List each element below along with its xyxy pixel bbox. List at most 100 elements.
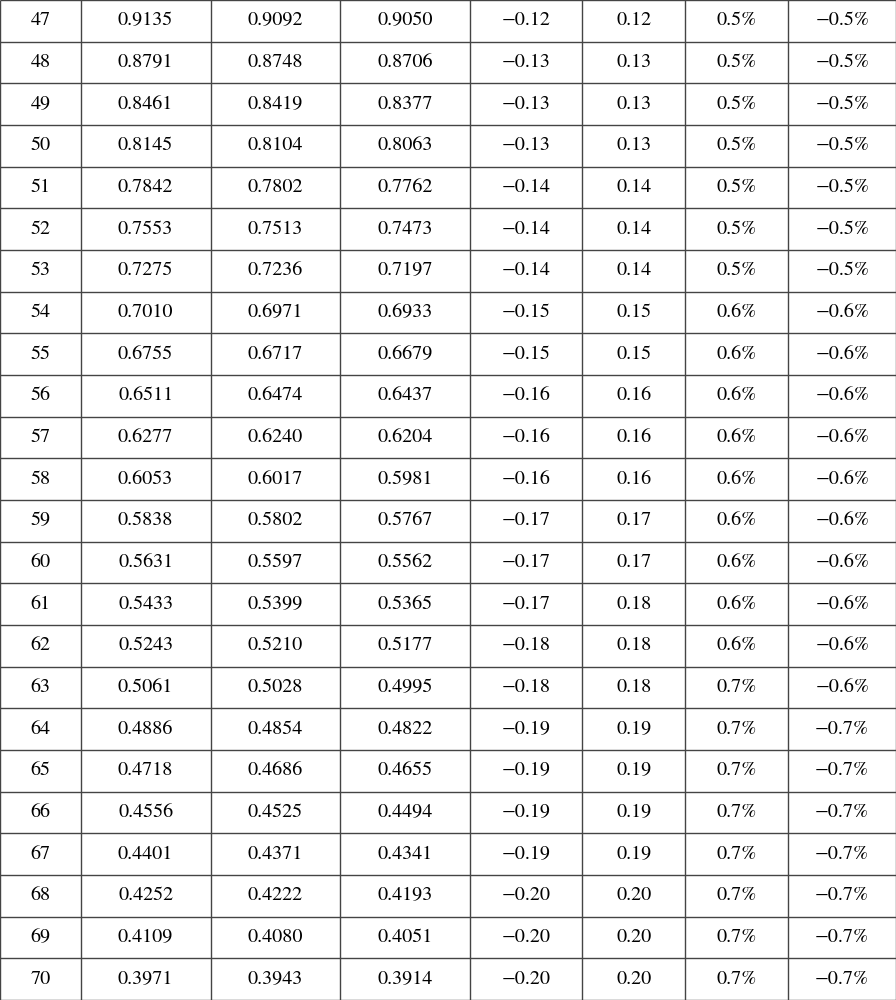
Text: 0.7%: 0.7% [717,929,757,946]
Text: 0.18: 0.18 [616,596,651,613]
Text: 0.5802: 0.5802 [248,512,303,529]
Text: 0.20: 0.20 [616,971,651,988]
Text: 0.5%: 0.5% [717,96,757,113]
Text: −0.17: −0.17 [502,512,551,529]
Text: −0.5%: −0.5% [815,96,869,113]
Text: 0.7%: 0.7% [717,971,757,988]
Text: −0.13: −0.13 [502,54,551,71]
Text: 0.5028: 0.5028 [248,679,303,696]
Text: 0.5%: 0.5% [717,12,757,29]
Text: −0.5%: −0.5% [815,262,869,279]
Text: 0.5365: 0.5365 [378,596,433,613]
Text: 0.13: 0.13 [616,54,651,71]
Text: −0.20: −0.20 [502,887,551,904]
Text: 63: 63 [30,679,50,696]
Text: 62: 62 [30,637,50,654]
Text: 0.7%: 0.7% [717,721,757,738]
Text: 0.4222: 0.4222 [248,887,303,904]
Text: 0.8419: 0.8419 [248,96,303,113]
Text: 0.3943: 0.3943 [248,971,303,988]
Text: −0.13: −0.13 [502,137,551,154]
Text: 0.7%: 0.7% [717,804,757,821]
Text: 0.7010: 0.7010 [118,304,173,321]
Text: −0.17: −0.17 [502,596,551,613]
Text: −0.18: −0.18 [502,679,551,696]
Text: 53: 53 [30,262,50,279]
Text: 0.5177: 0.5177 [378,637,433,654]
Text: −0.16: −0.16 [502,471,551,488]
Text: 0.6%: 0.6% [717,429,757,446]
Text: 0.6%: 0.6% [717,554,757,571]
Text: −0.6%: −0.6% [815,346,869,363]
Text: 0.20: 0.20 [616,887,651,904]
Text: 0.4686: 0.4686 [248,762,303,779]
Text: 61: 61 [30,596,50,613]
Text: 0.6755: 0.6755 [118,346,173,363]
Text: 0.6277: 0.6277 [118,429,173,446]
Text: 64: 64 [30,721,50,738]
Text: 49: 49 [30,96,50,113]
Text: 0.13: 0.13 [616,137,651,154]
Text: 54: 54 [30,304,50,321]
Text: 0.6204: 0.6204 [378,429,433,446]
Text: −0.5%: −0.5% [815,12,869,29]
Text: −0.5%: −0.5% [815,54,869,71]
Text: 67: 67 [30,846,50,863]
Text: 0.19: 0.19 [616,846,651,863]
Text: 0.19: 0.19 [616,721,651,738]
Text: 0.17: 0.17 [616,512,651,529]
Text: 0.8145: 0.8145 [118,137,173,154]
Text: −0.6%: −0.6% [815,304,869,321]
Text: 0.5597: 0.5597 [248,554,303,571]
Text: 0.5399: 0.5399 [248,596,303,613]
Text: −0.19: −0.19 [502,762,551,779]
Text: 0.9092: 0.9092 [248,12,303,29]
Text: 0.5767: 0.5767 [378,512,433,529]
Text: 47: 47 [30,12,50,29]
Text: 0.8377: 0.8377 [378,96,433,113]
Text: 0.6053: 0.6053 [118,471,173,488]
Text: 0.7236: 0.7236 [248,262,303,279]
Text: 0.8063: 0.8063 [378,137,433,154]
Text: 0.4109: 0.4109 [118,929,173,946]
Text: −0.7%: −0.7% [815,971,869,988]
Text: −0.18: −0.18 [502,637,551,654]
Text: 59: 59 [30,512,50,529]
Text: −0.19: −0.19 [502,721,551,738]
Text: −0.5%: −0.5% [815,221,869,238]
Text: 50: 50 [30,137,50,154]
Text: 0.5210: 0.5210 [248,637,303,654]
Text: 0.16: 0.16 [616,429,651,446]
Text: 0.5838: 0.5838 [118,512,173,529]
Text: 0.6240: 0.6240 [248,429,303,446]
Text: 0.6437: 0.6437 [378,387,433,404]
Text: −0.16: −0.16 [502,429,551,446]
Text: −0.14: −0.14 [502,262,551,279]
Text: 0.4341: 0.4341 [378,846,433,863]
Text: −0.6%: −0.6% [815,387,869,404]
Text: 0.20: 0.20 [616,929,651,946]
Text: −0.6%: −0.6% [815,512,869,529]
Text: 0.7%: 0.7% [717,846,757,863]
Text: 0.7%: 0.7% [717,887,757,904]
Text: −0.7%: −0.7% [815,804,869,821]
Text: −0.16: −0.16 [502,387,551,404]
Text: 0.6971: 0.6971 [248,304,303,321]
Text: 0.7%: 0.7% [717,762,757,779]
Text: 0.6679: 0.6679 [378,346,433,363]
Text: 0.8104: 0.8104 [248,137,303,154]
Text: 0.6511: 0.6511 [118,387,173,404]
Text: 0.5243: 0.5243 [118,637,173,654]
Text: −0.20: −0.20 [502,971,551,988]
Text: 0.16: 0.16 [616,387,651,404]
Text: −0.6%: −0.6% [815,554,869,571]
Text: 0.4051: 0.4051 [378,929,433,946]
Text: 0.5061: 0.5061 [118,679,173,696]
Text: 0.6%: 0.6% [717,596,757,613]
Text: −0.12: −0.12 [502,12,551,29]
Text: −0.7%: −0.7% [815,721,869,738]
Text: 0.6717: 0.6717 [248,346,303,363]
Text: −0.14: −0.14 [502,179,551,196]
Text: 0.18: 0.18 [616,637,651,654]
Text: 65: 65 [30,762,50,779]
